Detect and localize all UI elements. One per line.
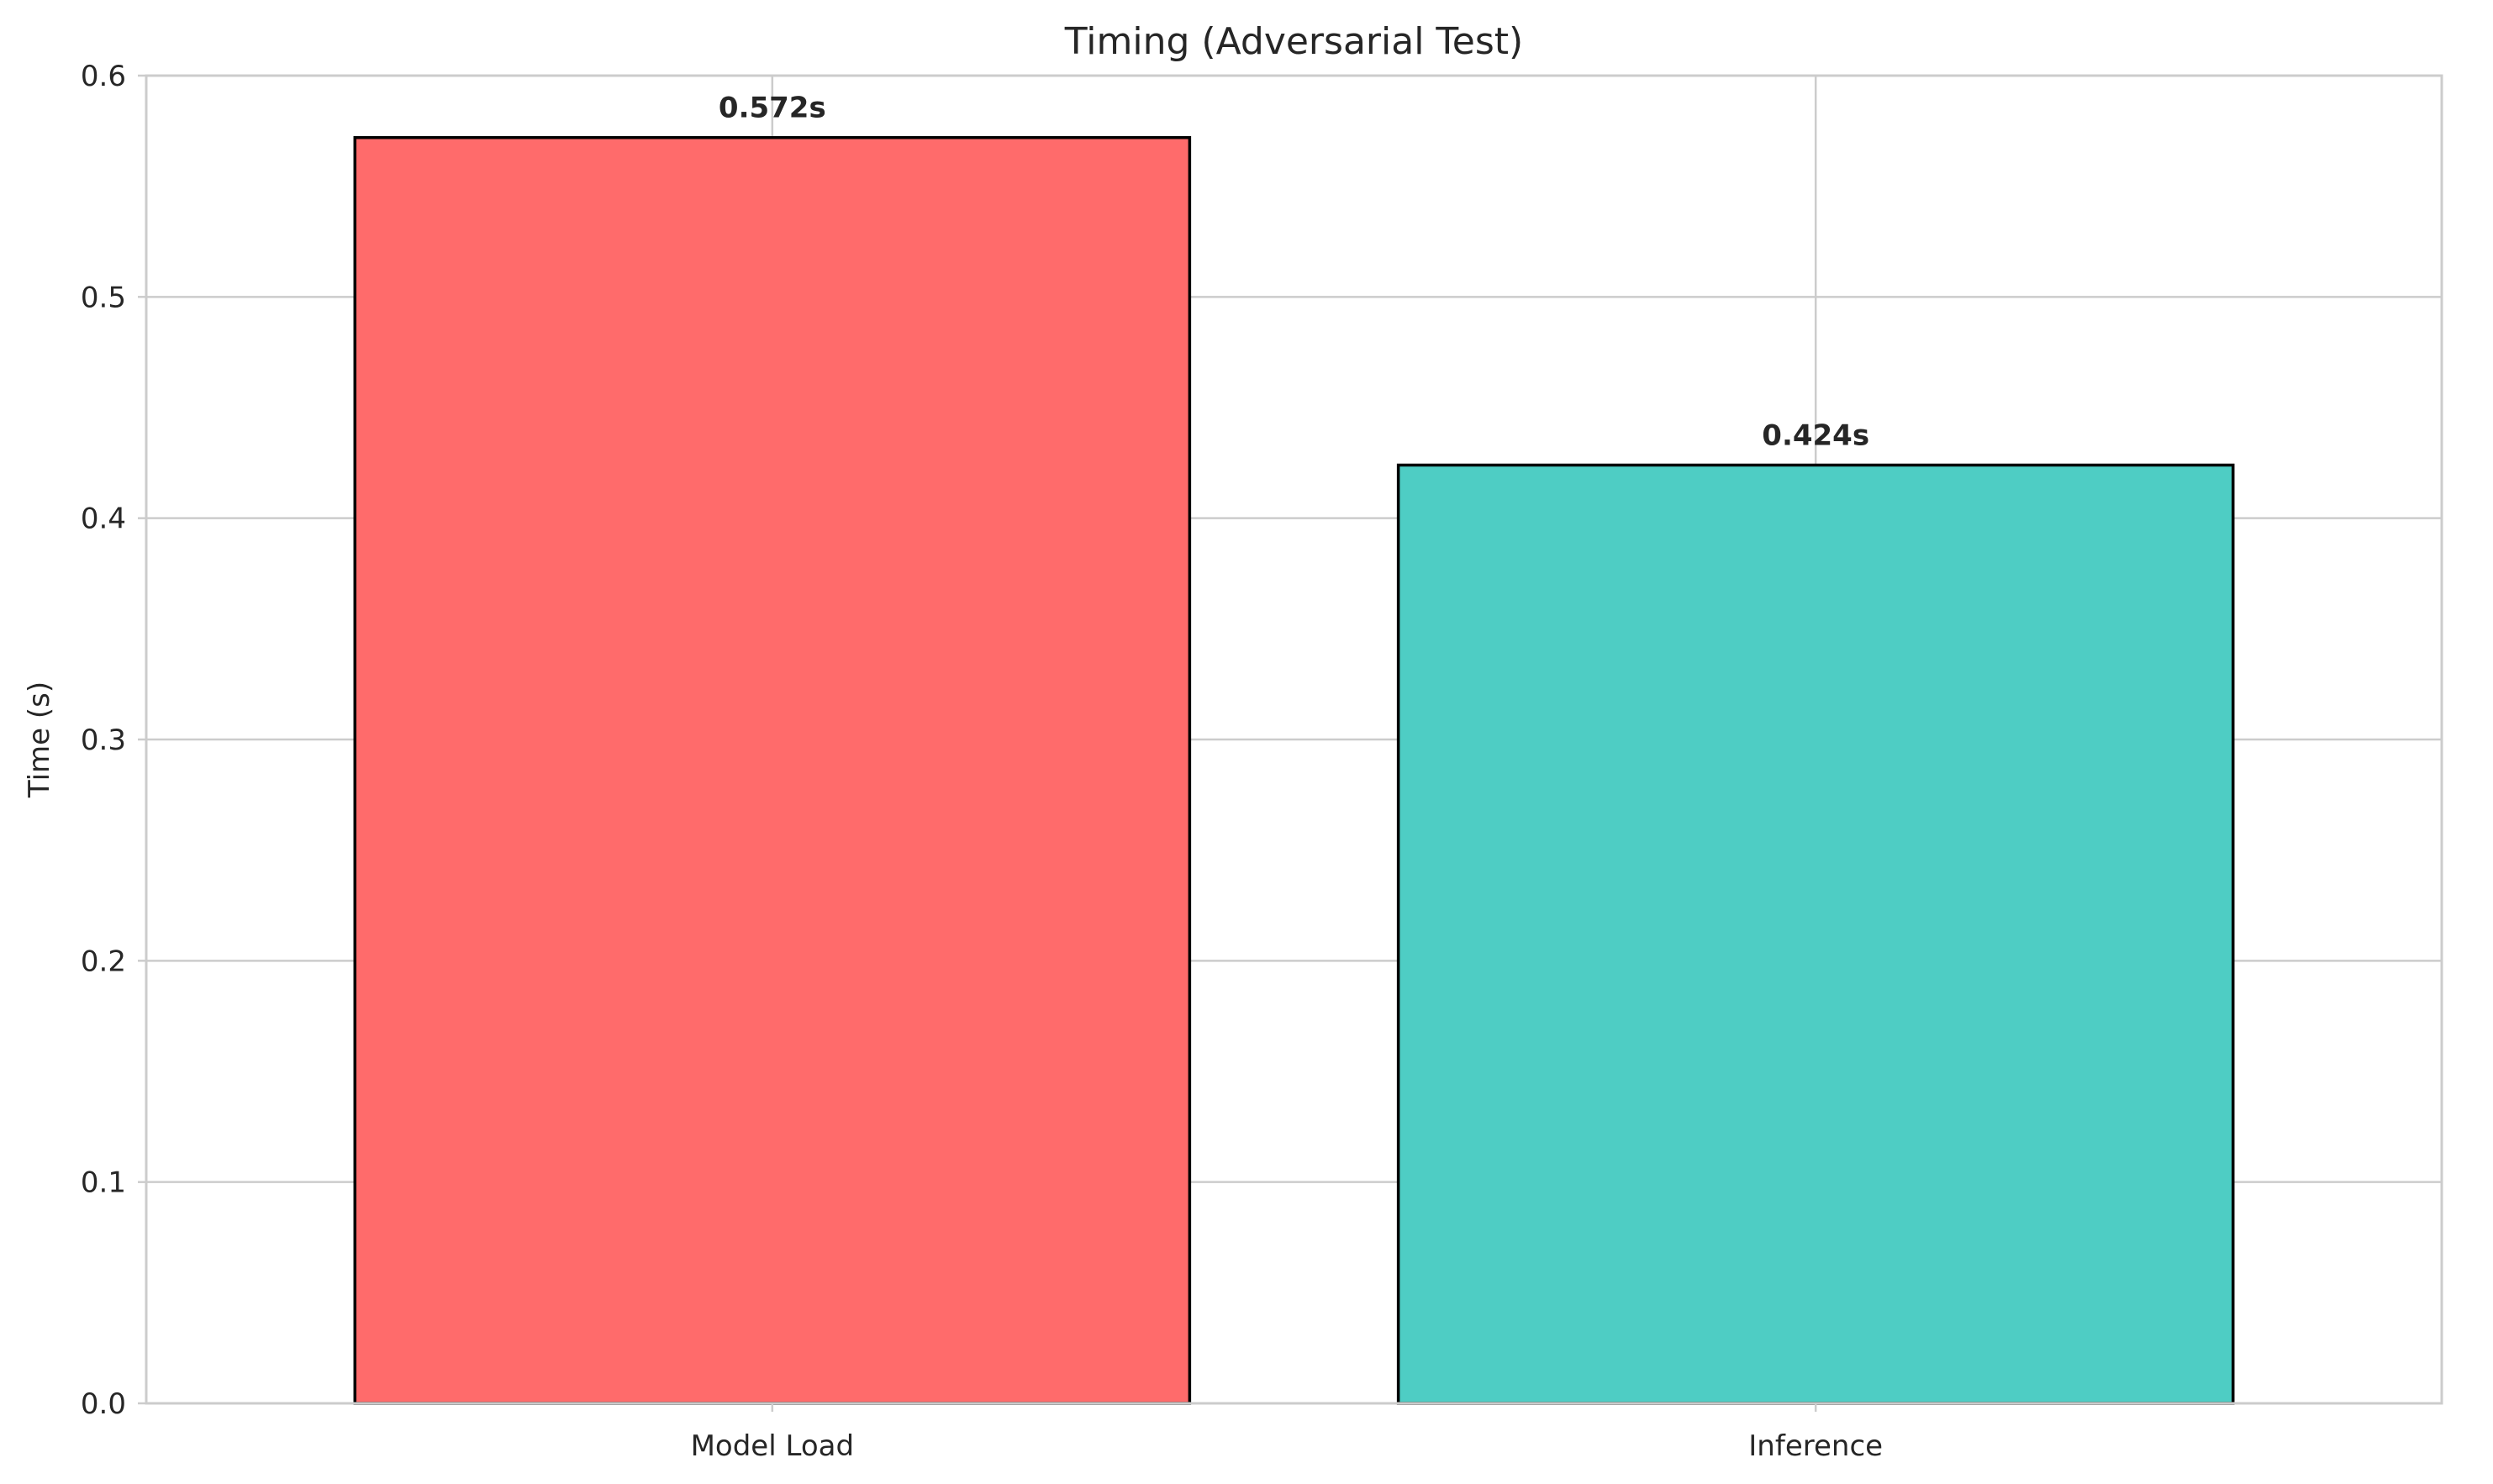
y-tick-label: 0.0 — [81, 1387, 126, 1421]
axis-ticks: 0.0 0.1 0.2 0.3 0.4 0.5 0.6 Model Load Inference — [81, 60, 1883, 1463]
bar-inference — [1396, 463, 2235, 1405]
y-tick-label: 0.4 — [81, 503, 126, 536]
y-tick-label: 0.3 — [81, 724, 126, 757]
y-axis-label: Time (s) — [23, 681, 56, 798]
x-tick-label: Model Load — [691, 1429, 854, 1463]
y-tick-label: 0.5 — [81, 281, 126, 314]
y-tick-label: 0.1 — [81, 1166, 126, 1200]
bar-model-load — [353, 135, 1192, 1405]
data-label: 0.572s — [719, 92, 826, 125]
data-labels: 0.572s 0.424s — [719, 92, 1869, 453]
y-tick-label: 0.6 — [81, 60, 126, 93]
bars — [353, 135, 2235, 1405]
y-tick-label: 0.2 — [81, 945, 126, 978]
data-label: 0.424s — [1762, 418, 1869, 452]
chart-title: Timing (Adversarial Test) — [1064, 20, 1523, 63]
x-tick-label: Inference — [1748, 1429, 1883, 1463]
